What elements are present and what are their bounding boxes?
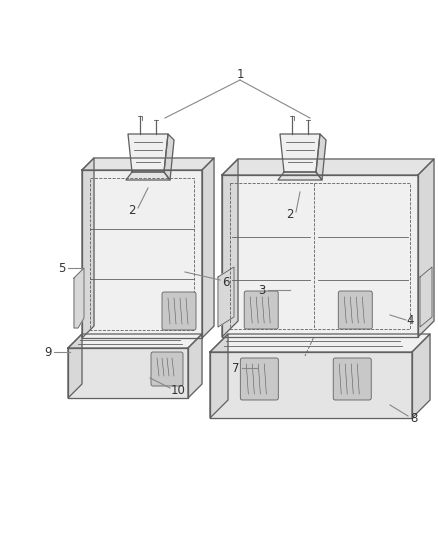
Polygon shape — [82, 158, 214, 170]
Text: 5: 5 — [58, 262, 66, 274]
Polygon shape — [68, 334, 202, 348]
Text: 9: 9 — [44, 345, 52, 359]
Polygon shape — [82, 170, 202, 338]
FancyBboxPatch shape — [151, 352, 183, 386]
Text: 3: 3 — [258, 284, 266, 296]
Polygon shape — [68, 334, 82, 398]
Polygon shape — [210, 334, 228, 418]
Polygon shape — [222, 159, 238, 337]
Polygon shape — [420, 267, 432, 327]
Polygon shape — [222, 175, 418, 337]
Polygon shape — [316, 134, 326, 180]
Polygon shape — [74, 268, 84, 328]
Polygon shape — [280, 134, 320, 172]
Polygon shape — [412, 334, 430, 418]
Polygon shape — [222, 159, 434, 175]
FancyBboxPatch shape — [240, 358, 278, 400]
Text: 2: 2 — [286, 207, 294, 221]
Text: 6: 6 — [222, 276, 230, 288]
Text: 10: 10 — [170, 384, 185, 397]
Polygon shape — [278, 172, 322, 180]
Polygon shape — [418, 159, 434, 337]
FancyBboxPatch shape — [244, 291, 278, 329]
FancyBboxPatch shape — [338, 291, 372, 329]
Polygon shape — [82, 158, 94, 338]
Polygon shape — [128, 134, 168, 172]
Polygon shape — [68, 348, 188, 398]
Polygon shape — [188, 334, 202, 398]
Text: 7: 7 — [232, 361, 240, 375]
Polygon shape — [210, 334, 430, 352]
Text: 8: 8 — [410, 411, 418, 424]
Polygon shape — [126, 172, 170, 180]
Polygon shape — [202, 158, 214, 338]
Text: 1: 1 — [236, 69, 244, 82]
Polygon shape — [210, 352, 412, 418]
Text: 4: 4 — [406, 313, 414, 327]
Text: 2: 2 — [128, 204, 136, 216]
FancyBboxPatch shape — [162, 292, 196, 330]
Polygon shape — [164, 134, 174, 180]
Polygon shape — [218, 267, 234, 327]
FancyBboxPatch shape — [333, 358, 371, 400]
